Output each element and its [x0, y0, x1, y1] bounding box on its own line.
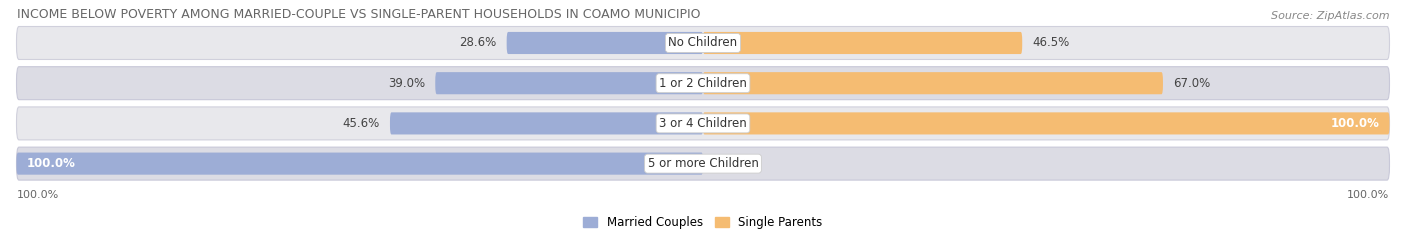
FancyBboxPatch shape: [17, 147, 1389, 180]
Text: 28.6%: 28.6%: [460, 37, 496, 49]
FancyBboxPatch shape: [17, 67, 1389, 100]
Legend: Married Couples, Single Parents: Married Couples, Single Parents: [579, 212, 827, 233]
FancyBboxPatch shape: [703, 112, 1389, 134]
FancyBboxPatch shape: [506, 32, 703, 54]
FancyBboxPatch shape: [17, 27, 1389, 59]
Text: 1 or 2 Children: 1 or 2 Children: [659, 77, 747, 90]
FancyBboxPatch shape: [17, 153, 703, 175]
FancyBboxPatch shape: [436, 72, 703, 94]
Text: 100.0%: 100.0%: [17, 190, 59, 200]
FancyBboxPatch shape: [389, 112, 703, 134]
Text: 39.0%: 39.0%: [388, 77, 425, 90]
Text: 100.0%: 100.0%: [1330, 117, 1379, 130]
Text: 3 or 4 Children: 3 or 4 Children: [659, 117, 747, 130]
Text: 100.0%: 100.0%: [27, 157, 76, 170]
FancyBboxPatch shape: [703, 72, 1163, 94]
FancyBboxPatch shape: [703, 32, 1022, 54]
Text: 100.0%: 100.0%: [1347, 190, 1389, 200]
Text: 45.6%: 45.6%: [343, 117, 380, 130]
Text: 46.5%: 46.5%: [1032, 37, 1070, 49]
FancyBboxPatch shape: [17, 107, 1389, 140]
Text: 0.0%: 0.0%: [713, 157, 742, 170]
Text: 5 or more Children: 5 or more Children: [648, 157, 758, 170]
Text: 67.0%: 67.0%: [1173, 77, 1211, 90]
Text: Source: ZipAtlas.com: Source: ZipAtlas.com: [1271, 11, 1389, 21]
Text: INCOME BELOW POVERTY AMONG MARRIED-COUPLE VS SINGLE-PARENT HOUSEHOLDS IN COAMO M: INCOME BELOW POVERTY AMONG MARRIED-COUPL…: [17, 8, 700, 21]
Text: No Children: No Children: [668, 37, 738, 49]
